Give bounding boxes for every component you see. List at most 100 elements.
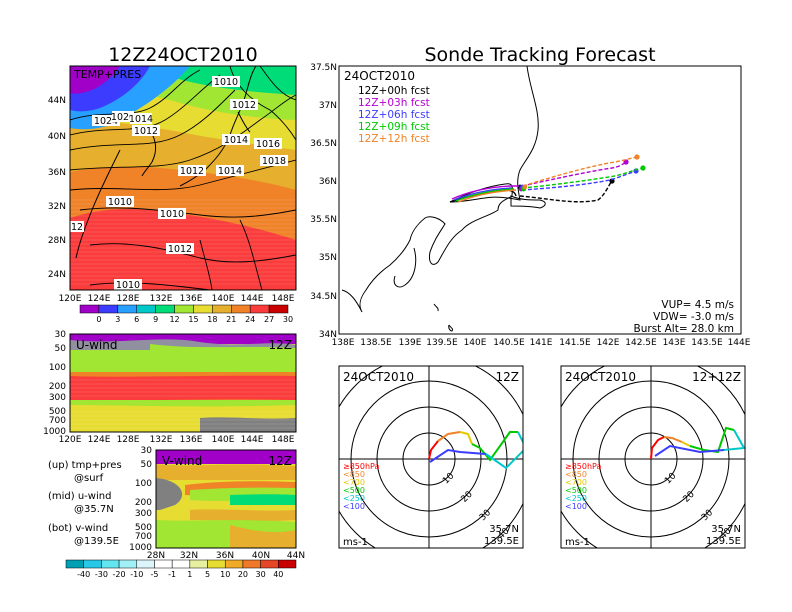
svg-text:132E: 132E: [150, 435, 173, 445]
svg-text:141.5E: 141.5E: [559, 338, 591, 348]
svg-text:1012: 1012: [180, 166, 204, 177]
hodo-segment-500: [471, 431, 518, 462]
colorbar-tick: 6: [134, 315, 139, 324]
svg-text:<700: <700: [343, 478, 365, 487]
svg-text:144E: 144E: [241, 435, 264, 445]
colorbar-swatch: [278, 559, 297, 569]
svg-text:1014: 1014: [224, 135, 248, 146]
svg-text:24N: 24N: [48, 270, 66, 280]
svg-text:28N: 28N: [147, 551, 165, 561]
track-legend: 12Z+00h fcst 12Z+03h fcst 12Z+06h fcst 1…: [358, 85, 430, 145]
hodograph-left: 24OCT2010 12Z ms-1 35.7N 139.5E 10 20 30…: [338, 365, 524, 549]
svg-text:140.5E: 140.5E: [493, 338, 525, 348]
track-ascent-line: [455, 188, 515, 202]
svg-text:24OCT2010: 24OCT2010: [343, 370, 414, 384]
svg-text:138E: 138E: [332, 338, 355, 348]
svg-text:140E: 140E: [212, 435, 235, 445]
svg-text:100: 100: [49, 363, 66, 373]
temp-pres-label: TEMP+PRES: [73, 68, 141, 81]
vwind-section: [156, 450, 296, 548]
svg-text:<250: <250: [565, 494, 587, 503]
svg-text:1010: 1010: [160, 209, 184, 220]
track-descent-line: [521, 161, 627, 187]
svg-text:<850: <850: [565, 470, 587, 479]
svg-text:VDW= -3.0 m/s: VDW= -3.0 m/s: [653, 311, 734, 323]
colorbar-tick: 0: [96, 315, 101, 324]
track-descent-line: [522, 156, 638, 187]
svg-text:@surf: @surf: [74, 473, 104, 484]
svg-text:(mid) u-wind: (mid) u-wind: [48, 491, 111, 502]
svg-text:200: 200: [135, 498, 152, 508]
colorbar-swatch: [136, 304, 156, 314]
track-landing-point: [640, 165, 646, 171]
svg-text:40N: 40N: [252, 551, 270, 561]
colorbar-swatch: [260, 559, 279, 569]
svg-text:1020: 1020: [111, 112, 135, 123]
legend-item: 12Z+09h fcst: [358, 121, 430, 133]
colorbar-tick: -30: [95, 570, 108, 579]
svg-text:36N: 36N: [216, 551, 234, 561]
colorbar-swatch: [193, 304, 213, 314]
svg-text:<700: <700: [565, 478, 587, 487]
svg-text:124E: 124E: [88, 294, 111, 304]
colorbar-tick: 30: [256, 570, 266, 579]
svg-text:34.5N: 34.5N: [310, 292, 337, 302]
svg-text:37N: 37N: [319, 101, 337, 111]
svg-text:1014: 1014: [218, 166, 242, 177]
svg-text:136E: 136E: [180, 294, 203, 304]
svg-text:35.7N: 35.7N: [711, 524, 741, 535]
colorbar-swatch: [118, 559, 138, 569]
svg-text:@139.5E: @139.5E: [74, 536, 119, 547]
track-info: VUP= 4.5 m/s VDW= -3.0 m/s Burst Alt= 28…: [634, 299, 734, 335]
svg-text:32N: 32N: [180, 551, 198, 561]
uwind-time: 12Z: [269, 338, 293, 352]
hodo-segment-700: [459, 431, 473, 445]
track-ascent-line: [453, 187, 513, 201]
svg-text:<500: <500: [565, 486, 587, 495]
svg-text:12+12Z: 12+12Z: [692, 370, 741, 384]
svg-text:36N: 36N: [48, 168, 66, 178]
svg-text:120E: 120E: [59, 294, 82, 304]
colorbar-tick: 3: [115, 315, 120, 324]
hodo-segment-250: [485, 431, 523, 470]
svg-text:124E: 124E: [88, 435, 111, 445]
svg-text:141E: 141E: [530, 338, 553, 348]
colorbar-tick: -20: [113, 570, 126, 579]
svg-text:50: 50: [141, 460, 153, 470]
svg-text:128E: 128E: [117, 294, 140, 304]
svg-text:1018: 1018: [262, 156, 286, 167]
svg-text:148E: 148E: [272, 435, 295, 445]
colorbar-swatch: [83, 559, 102, 569]
svg-text:200: 200: [49, 382, 66, 392]
colorbar-tick: 20: [238, 570, 248, 579]
colorbar-tick: 21: [226, 315, 236, 324]
colorbar-swatch: [171, 559, 191, 569]
svg-text:1000: 1000: [43, 427, 66, 437]
colorbar-swatch: [98, 304, 119, 314]
track-descent-line: [519, 180, 613, 203]
korea-outline: [141, 129, 157, 177]
vwind-label: V-wind: [162, 454, 202, 468]
temp-pres-map: 1010 1012 1024 1020 1014 1012 1014 1016 …: [70, 66, 296, 291]
svg-text:50: 50: [55, 344, 67, 354]
colorbar-tick: 27: [264, 315, 274, 324]
svg-text:1012: 1012: [134, 126, 158, 137]
svg-text:VUP= 4.5 m/s: VUP= 4.5 m/s: [661, 299, 734, 311]
svg-text:1012: 1012: [232, 100, 256, 111]
svg-text:144E: 144E: [728, 338, 751, 348]
track-landing-point: [634, 154, 640, 160]
track-descent-line: [521, 170, 637, 191]
colorbar-swatch: [249, 304, 270, 314]
colorbar-swatch: [154, 559, 173, 569]
hodograph-right: 24OCT2010 12+12Z ms-1 35.7N 139.5E 10 20…: [560, 365, 746, 549]
svg-text:34N: 34N: [319, 330, 337, 340]
svg-text:1010: 1010: [116, 280, 140, 291]
uwind-section: [70, 334, 296, 432]
svg-text:35.7N: 35.7N: [489, 524, 519, 535]
isobars: [70, 66, 296, 290]
svg-text:1024: 1024: [94, 116, 118, 127]
track-date: 24OCT2010: [344, 69, 415, 83]
colorbar-tick: 15: [188, 315, 198, 324]
colorbar-tick: 24: [245, 315, 255, 324]
